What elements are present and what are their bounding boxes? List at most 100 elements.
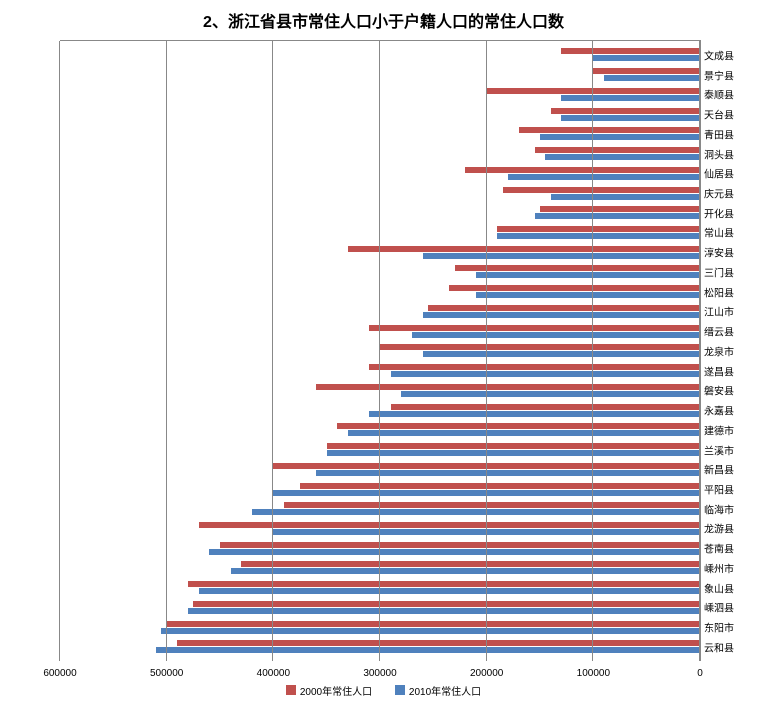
- category-label: 平阳县: [700, 482, 734, 497]
- bar-2010: [593, 55, 700, 61]
- category-label: 磐安县: [700, 383, 734, 398]
- plot-area: 文成县景宁县泰顺县天台县青田县洞头县仙居县庆元县开化县常山县淳安县三门县松阳县江…: [60, 40, 701, 661]
- category-label: 东阳市: [700, 620, 734, 635]
- category-label: 开化县: [700, 205, 734, 220]
- category-label: 仙居县: [700, 166, 734, 181]
- bar-2000: [535, 147, 700, 153]
- category-label: 遂昌县: [700, 363, 734, 378]
- x-tick-label: 0: [697, 668, 703, 679]
- bar-row: 嵊州市: [60, 558, 700, 578]
- legend-label-2000: 2000年常住人口: [300, 683, 372, 698]
- x-tick-label: 500000: [150, 668, 183, 679]
- bar-2010: [273, 490, 700, 496]
- category-label: 文成县: [700, 47, 734, 62]
- bar-row: 庆元县: [60, 183, 700, 203]
- bar-2010: [497, 233, 700, 239]
- bar-2000: [193, 601, 700, 607]
- bar-row: 新昌县: [60, 459, 700, 479]
- bar-row: 文成县: [60, 45, 700, 65]
- bar-2000: [369, 364, 700, 370]
- x-tick-label: 400000: [257, 668, 290, 679]
- bar-2010: [156, 647, 700, 653]
- bar-2000: [465, 167, 700, 173]
- x-tick-label: 600000: [43, 668, 76, 679]
- bar-2000: [241, 561, 700, 567]
- bar-row: 苍南县: [60, 538, 700, 558]
- bar-2010: [401, 391, 700, 397]
- legend-item-2000: 2000年常住人口: [286, 683, 372, 698]
- bar-2000: [391, 404, 700, 410]
- category-label: 苍南县: [700, 541, 734, 556]
- bar-row: 东阳市: [60, 617, 700, 637]
- bar-2010: [476, 292, 700, 298]
- bar-2000: [348, 246, 700, 252]
- bar-row: 淳安县: [60, 242, 700, 262]
- gridline: [486, 41, 487, 661]
- category-label: 缙云县: [700, 324, 734, 339]
- bar-2010: [423, 351, 700, 357]
- bar-2000: [167, 621, 700, 627]
- gridline: [272, 41, 273, 661]
- bar-2000: [561, 48, 700, 54]
- bar-2010: [423, 253, 700, 259]
- bar-row: 缙云县: [60, 321, 700, 341]
- bar-2000: [519, 127, 700, 133]
- bar-2010: [348, 430, 700, 436]
- category-label: 临海市: [700, 501, 734, 516]
- category-label: 淳安县: [700, 245, 734, 260]
- category-label: 天台县: [700, 107, 734, 122]
- bar-2000: [551, 108, 700, 114]
- category-label: 洞头县: [700, 146, 734, 161]
- category-label: 嵊州市: [700, 560, 734, 575]
- bar-2000: [449, 285, 700, 291]
- bar-row: 洞头县: [60, 144, 700, 164]
- gridline: [59, 41, 60, 661]
- category-label: 龙泉市: [700, 343, 734, 358]
- category-label: 永嘉县: [700, 403, 734, 418]
- legend-label-2010: 2010年常住人口: [409, 683, 481, 698]
- bar-2010: [604, 75, 700, 81]
- bar-rows: 文成县景宁县泰顺县天台县青田县洞头县仙居县庆元县开化县常山县淳安县三门县松阳县江…: [60, 41, 700, 661]
- gridline: [699, 41, 700, 661]
- bar-2000: [369, 325, 700, 331]
- bar-2000: [380, 344, 700, 350]
- category-label: 新昌县: [700, 462, 734, 477]
- bar-2000: [199, 522, 700, 528]
- bar-row: 松阳县: [60, 282, 700, 302]
- bar-row: 龙游县: [60, 519, 700, 539]
- bar-2010: [327, 450, 700, 456]
- category-label: 景宁县: [700, 67, 734, 82]
- bar-2010: [188, 608, 700, 614]
- legend-item-2010: 2010年常住人口: [395, 683, 481, 698]
- bar-row: 象山县: [60, 578, 700, 598]
- bar-row: 泰顺县: [60, 84, 700, 104]
- bar-2000: [300, 483, 700, 489]
- bar-2010: [199, 588, 700, 594]
- category-label: 泰顺县: [700, 87, 734, 102]
- bar-2010: [252, 509, 700, 515]
- bar-2010: [561, 115, 700, 121]
- bar-row: 磐安县: [60, 380, 700, 400]
- category-label: 嵊泗县: [700, 600, 734, 615]
- bar-2010: [540, 134, 700, 140]
- bar-row: 常山县: [60, 223, 700, 243]
- bar-row: 建德市: [60, 420, 700, 440]
- bar-2010: [316, 470, 700, 476]
- bar-row: 青田县: [60, 124, 700, 144]
- bar-2000: [273, 463, 700, 469]
- bar-2010: [508, 174, 700, 180]
- legend-swatch-2010: [395, 685, 405, 695]
- bar-2000: [337, 423, 700, 429]
- bar-row: 开化县: [60, 203, 700, 223]
- x-tick-label: 100000: [577, 668, 610, 679]
- gridline: [166, 41, 167, 661]
- bar-2000: [220, 542, 700, 548]
- bar-2010: [161, 628, 700, 634]
- category-label: 松阳县: [700, 284, 734, 299]
- bar-2010: [273, 529, 700, 535]
- bar-2000: [428, 305, 700, 311]
- category-label: 云和县: [700, 639, 734, 654]
- chart-container: 2、浙江省县市常住人口小于户籍人口的常住人口数 文成县景宁县泰顺县天台县青田县洞…: [0, 0, 767, 704]
- bar-row: 遂昌县: [60, 361, 700, 381]
- category-label: 兰溪市: [700, 442, 734, 457]
